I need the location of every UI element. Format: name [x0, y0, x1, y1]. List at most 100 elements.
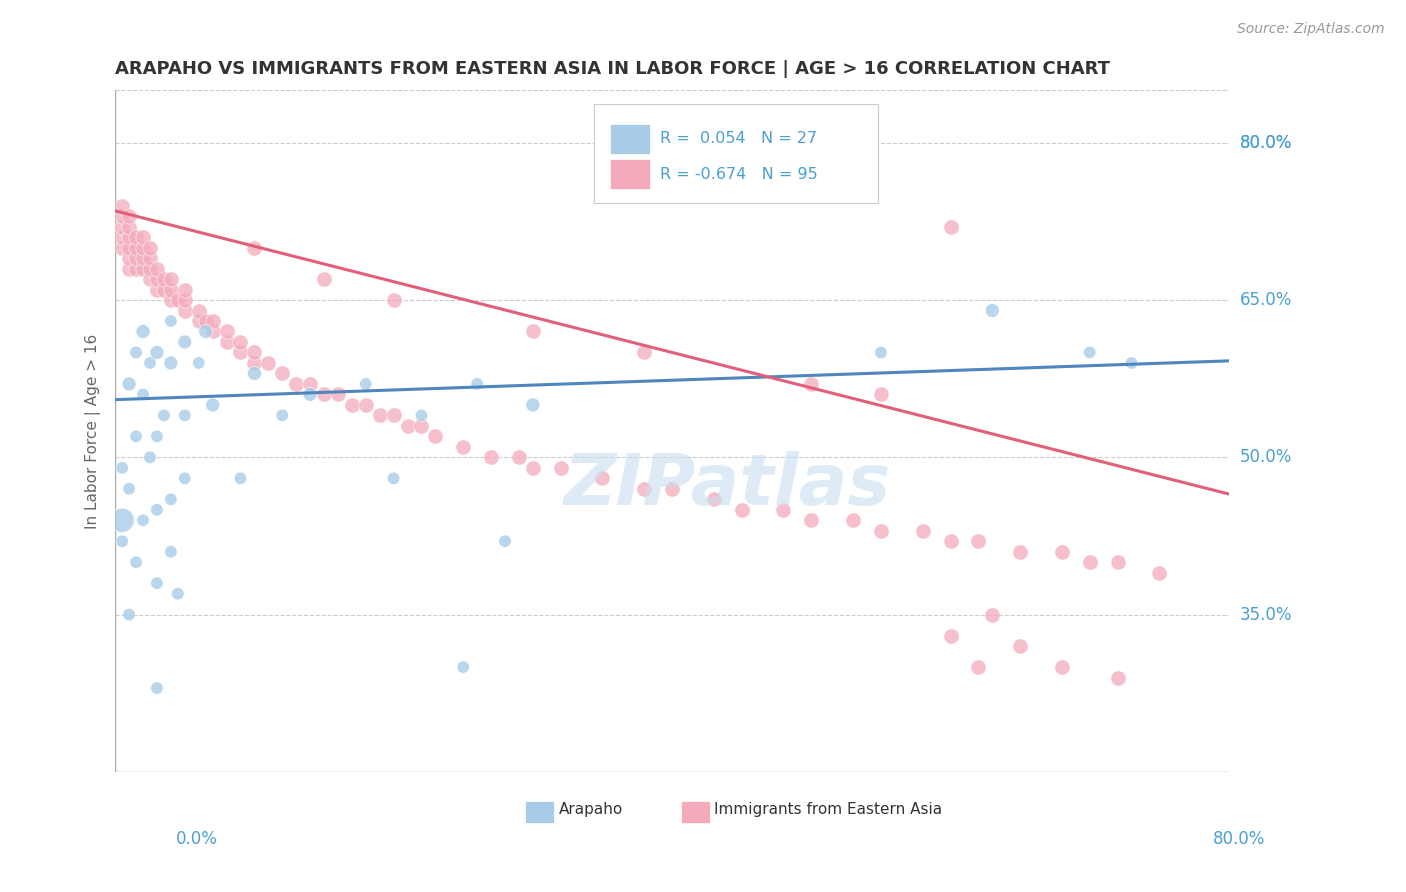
Text: R =  0.054   N = 27: R = 0.054 N = 27: [659, 131, 817, 146]
Point: [215, 325, 238, 339]
Point: [125, 241, 148, 255]
Point: [160, 356, 183, 370]
Point: [215, 334, 238, 349]
Point: [132, 261, 155, 276]
Point: [125, 230, 148, 244]
Point: [153, 272, 176, 286]
Point: [1050, 545, 1073, 559]
Point: [522, 398, 544, 412]
Point: [522, 325, 544, 339]
Point: [118, 209, 141, 223]
Point: [229, 345, 252, 359]
Point: [243, 345, 266, 359]
Point: [160, 314, 183, 328]
Point: [299, 387, 322, 401]
Y-axis label: In Labor Force | Age > 16: In Labor Force | Age > 16: [86, 334, 101, 529]
Point: [271, 409, 294, 423]
Point: [125, 345, 148, 359]
Point: [125, 555, 148, 569]
Point: [451, 660, 474, 674]
Point: [132, 513, 155, 527]
Point: [870, 345, 893, 359]
Point: [591, 471, 613, 485]
Point: [1107, 555, 1129, 569]
Point: [139, 261, 162, 276]
Point: [160, 545, 183, 559]
Point: [382, 471, 405, 485]
FancyBboxPatch shape: [681, 801, 710, 823]
Point: [661, 482, 683, 496]
Point: [285, 376, 308, 391]
Point: [153, 409, 176, 423]
Point: [870, 387, 893, 401]
Point: [111, 230, 134, 244]
Text: 80.0%: 80.0%: [1213, 830, 1265, 847]
Text: 0.0%: 0.0%: [176, 830, 218, 847]
Point: [187, 356, 209, 370]
Point: [326, 387, 349, 401]
Point: [870, 524, 893, 538]
Point: [111, 534, 134, 549]
Point: [229, 334, 252, 349]
Point: [382, 409, 405, 423]
Point: [550, 460, 572, 475]
Point: [194, 325, 217, 339]
Text: 65.0%: 65.0%: [1240, 291, 1292, 309]
Point: [201, 325, 224, 339]
Point: [981, 303, 1004, 318]
Point: [111, 460, 134, 475]
Point: [118, 219, 141, 234]
Point: [111, 219, 134, 234]
Point: [187, 314, 209, 328]
FancyBboxPatch shape: [595, 103, 879, 202]
Point: [201, 314, 224, 328]
Point: [772, 502, 794, 516]
Point: [368, 409, 391, 423]
Point: [146, 681, 169, 695]
Point: [146, 283, 169, 297]
Point: [312, 272, 335, 286]
Point: [939, 629, 962, 643]
Point: [160, 492, 183, 507]
Point: [1078, 555, 1101, 569]
Point: [354, 376, 377, 391]
Point: [451, 440, 474, 454]
Point: [166, 293, 188, 307]
Point: [111, 199, 134, 213]
Point: [139, 356, 162, 370]
Point: [111, 209, 134, 223]
Point: [271, 367, 294, 381]
Point: [111, 241, 134, 255]
Point: [139, 241, 162, 255]
Point: [160, 283, 183, 297]
Text: 80.0%: 80.0%: [1240, 134, 1292, 152]
Point: [981, 607, 1004, 622]
Point: [125, 429, 148, 443]
Point: [312, 387, 335, 401]
Text: Arapaho: Arapaho: [558, 802, 623, 817]
Point: [1149, 566, 1171, 580]
Point: [411, 418, 433, 433]
Point: [967, 534, 990, 549]
Point: [731, 502, 754, 516]
Point: [139, 450, 162, 465]
Point: [118, 261, 141, 276]
Point: [591, 156, 613, 170]
Point: [508, 450, 530, 465]
Point: [939, 534, 962, 549]
Text: Immigrants from Eastern Asia: Immigrants from Eastern Asia: [714, 802, 942, 817]
Text: 50.0%: 50.0%: [1240, 449, 1292, 467]
Point: [1010, 639, 1032, 653]
Point: [967, 660, 990, 674]
Point: [1050, 660, 1073, 674]
Point: [160, 293, 183, 307]
Point: [146, 261, 169, 276]
FancyBboxPatch shape: [524, 801, 554, 823]
Point: [118, 251, 141, 265]
Point: [1010, 545, 1032, 559]
Point: [911, 524, 934, 538]
Point: [800, 376, 823, 391]
Point: [396, 418, 419, 433]
FancyBboxPatch shape: [610, 124, 650, 153]
Point: [118, 607, 141, 622]
